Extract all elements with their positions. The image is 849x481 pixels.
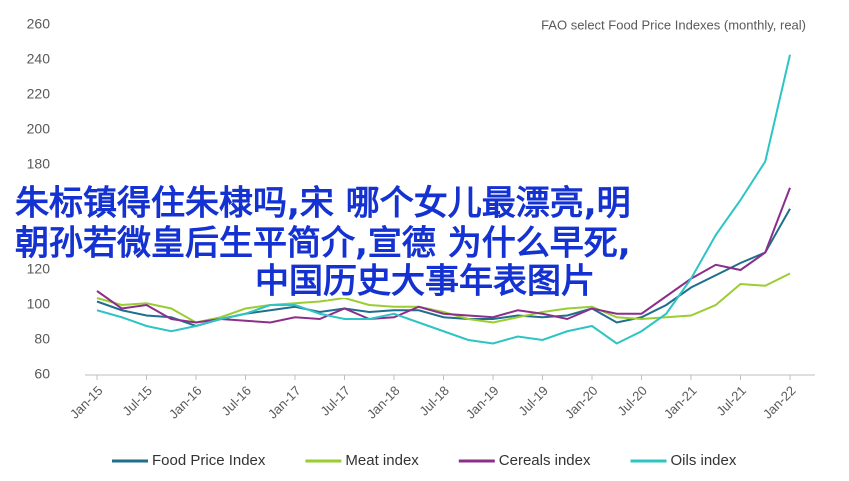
- series-line: [96, 54, 791, 345]
- y-tick-label: 80: [34, 331, 50, 347]
- x-tick-label: Jul-18: [416, 383, 452, 419]
- x-tick-label: Jul-19: [515, 383, 551, 419]
- overlay-text: 中国历史大事年表图片: [255, 262, 595, 302]
- y-tick-label: 140: [27, 226, 51, 242]
- x-tick-label: Jul-20: [614, 383, 650, 419]
- x-tick-label: Jan-21: [661, 383, 700, 422]
- x-tick-label: Jan-17: [265, 383, 304, 422]
- x-tick-label: Jan-15: [67, 383, 106, 422]
- x-tick-label: Jan-16: [166, 383, 205, 422]
- series-line: [96, 272, 791, 324]
- y-tick-label: 200: [27, 121, 51, 137]
- overlay-text: 朱标镇得住朱棣吗,宋 哪个女儿最漂亮,明: [15, 184, 631, 224]
- y-tick-label: 60: [34, 366, 50, 382]
- overlay-text: 朝孙若微皇后生平简介,宣德 为什么早死,: [15, 224, 631, 264]
- x-tick-label: Jan-19: [463, 383, 502, 422]
- series-line: [96, 187, 791, 324]
- y-tick-label: 120: [27, 261, 51, 277]
- x-tick-label: Jul-16: [218, 383, 254, 419]
- y-tick-label: 260: [27, 16, 51, 32]
- y-tick-label: 220: [27, 86, 51, 102]
- legend-label: Oils index: [671, 452, 737, 469]
- x-tick-label: Jul-17: [317, 383, 353, 419]
- x-tick-label: Jul-15: [119, 383, 155, 419]
- x-tick-label: Jan-18: [364, 383, 403, 422]
- x-tick-label: Jan-20: [562, 383, 601, 422]
- legend-label: Food Price Index: [152, 452, 266, 469]
- y-tick-label: 160: [27, 191, 51, 207]
- y-tick-label: 240: [27, 51, 51, 67]
- y-tick-label: 180: [27, 156, 51, 172]
- legend-label: Meat index: [345, 452, 419, 469]
- y-tick-label: 100: [27, 296, 51, 312]
- x-tick-label: Jan-22: [760, 383, 799, 422]
- chart-subtitle: FAO select Food Price Indexes (monthly, …: [541, 17, 806, 32]
- x-tick-label: Jul-21: [713, 383, 749, 419]
- legend-label: Cereals index: [499, 452, 591, 469]
